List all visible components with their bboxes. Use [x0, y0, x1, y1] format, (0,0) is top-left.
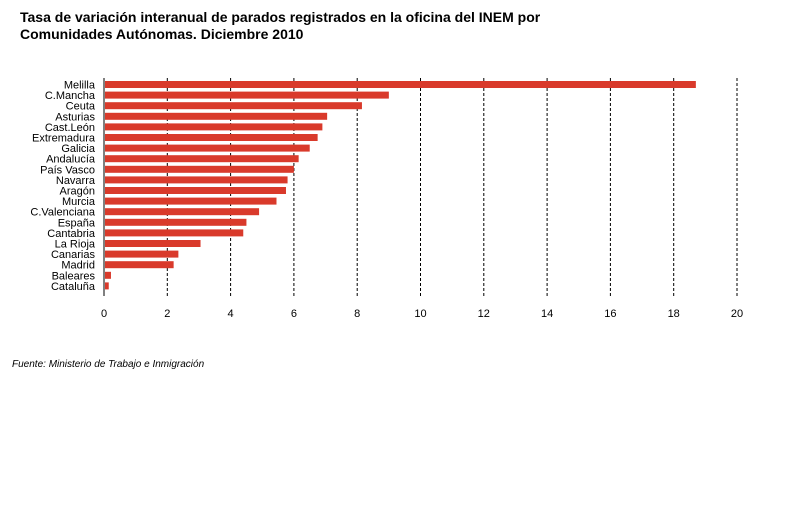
bar-13	[105, 218, 247, 226]
bar-9	[105, 176, 288, 184]
x-tick-label-4: 4	[228, 308, 234, 320]
category-label-11: Murcia	[62, 196, 96, 208]
x-tick-label-0: 0	[101, 308, 107, 320]
category-label-12: C.Valenciana	[30, 207, 95, 219]
category-label-7: Andalucía	[46, 154, 96, 166]
bar-10	[105, 187, 286, 194]
category-label-9: Navarra	[56, 175, 96, 187]
category-label-1: C.Mancha	[45, 90, 96, 102]
category-label-16: Canarias	[51, 249, 96, 261]
chart-title: Tasa de variación interanual de parados …	[20, 9, 620, 43]
bar-18	[105, 271, 111, 279]
category-label-5: Extremadura	[32, 133, 96, 145]
x-tick-label-6: 6	[291, 308, 297, 320]
bar-16	[105, 250, 179, 258]
bar-0	[105, 81, 696, 88]
bar-3	[105, 112, 328, 120]
bar-5	[105, 134, 318, 141]
category-label-10: Aragón	[60, 186, 95, 198]
bar-14	[105, 229, 244, 237]
x-tick-label-12: 12	[478, 308, 490, 320]
bar-1	[105, 91, 389, 99]
category-label-17: Madrid	[61, 260, 95, 272]
bar-19	[105, 282, 109, 290]
bar-12	[105, 208, 260, 216]
x-tick-label-2: 2	[164, 308, 170, 320]
x-tick-label-10: 10	[414, 308, 426, 320]
bar-11	[105, 197, 277, 205]
chart-title-line-1: Tasa de variación interanual de parados …	[20, 9, 541, 25]
bar-8	[105, 165, 294, 173]
bar-7	[105, 155, 299, 163]
category-label-15: La Rioja	[55, 239, 96, 251]
bar-4	[105, 123, 323, 131]
bar-6	[105, 144, 310, 152]
x-tick-label-18: 18	[668, 308, 680, 320]
chart-title-line-2: Comunidades Autónomas. Diciembre 2010	[20, 26, 304, 42]
x-tick-label-14: 14	[541, 308, 553, 320]
category-label-8: País Vasco	[40, 164, 95, 176]
category-label-4: Cast.León	[45, 122, 95, 134]
x-tick-label-16: 16	[604, 308, 616, 320]
category-label-2: Ceuta	[66, 101, 96, 113]
x-tick-label-20: 20	[731, 308, 743, 320]
category-label-14: Cantabria	[47, 228, 96, 240]
category-label-6: Galicia	[61, 143, 96, 155]
category-label-3: Asturias	[55, 111, 95, 123]
bar-15	[105, 240, 201, 247]
category-label-0: Melilla	[64, 80, 96, 92]
source-note: Fuente: Ministerio de Trabajo e Inmigrac…	[12, 359, 205, 370]
bar-17	[105, 261, 174, 269]
x-tick-label-8: 8	[354, 308, 360, 320]
category-label-19: Cataluña	[51, 281, 96, 293]
bar-2	[105, 102, 362, 110]
category-label-18: Baleares	[52, 270, 96, 282]
category-label-13: España	[58, 217, 96, 229]
